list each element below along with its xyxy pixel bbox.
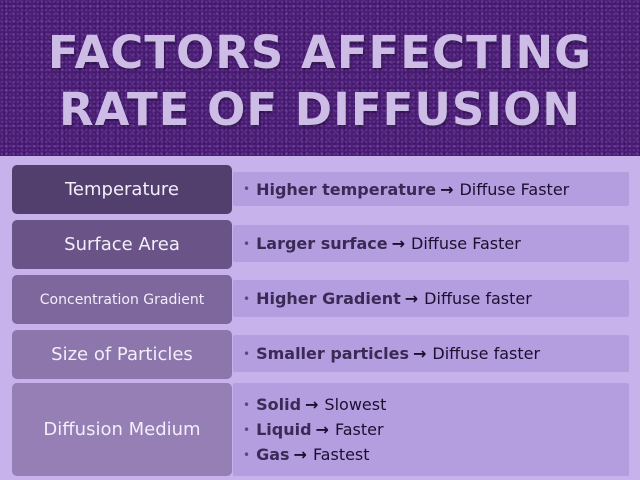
page-title: FACTORS AFFECTING RATE OF DIFFUSION [0,24,640,138]
bullet-icon: • [243,397,251,412]
effect-result: Diffuse faster [432,344,541,363]
bullet-icon: • [243,422,251,437]
arrow-right-icon: → [404,289,419,308]
bullet-icon: • [243,236,251,251]
effect-line: • Smaller particles → Diffuse faster [243,341,629,366]
effect-condition: Solid [256,395,302,414]
bullet-icon: • [243,182,251,196]
effect-condition: Smaller particles [256,344,409,363]
title-line-2: RATE OF DIFFUSION [59,83,581,136]
factor-row: Concentration Gradient • Higher Gradient → D… [12,275,630,324]
effect-line: • Higher Gradient → Diffuse faster [243,286,629,311]
factor-row: Surface Area • Larger surface → Diffuse Fast… [12,220,630,269]
effect-result: Diffuse Faster [411,234,521,253]
bullet-icon: • [243,291,251,306]
effect-condition: Liquid [256,420,312,439]
bullet-icon: • [243,447,251,462]
factor-effect: • Solid → Slowest • Liquid → Faster • Gas → Fastest [233,383,629,476]
factor-label: Size of Particles [12,330,232,379]
factor-table: Temperature • Higher temperature → Diffuse F… [0,156,640,480]
effect-condition: Larger surface [256,234,388,253]
title-line-1: FACTORS AFFECTING [47,26,593,79]
effect-line: • Liquid → Faster [243,417,629,442]
effect-line: • Higher temperature → Diffuse Faster [243,177,629,202]
arrow-right-icon: → [391,234,406,253]
effect-result: Slowest [324,395,387,414]
arrow-right-icon: → [315,420,329,439]
arrow-right-icon: → [293,445,307,464]
factor-row: Size of Particles • Smaller particles → Diff… [12,330,630,379]
effect-result: Faster [334,420,384,439]
factor-row: Diffusion Medium • Solid → Slowest • Liquid → Fa… [12,383,630,476]
arrow-right-icon: → [305,395,319,414]
factor-label: Surface Area [12,220,232,269]
effect-line: • Solid → Slowest [243,392,629,417]
effect-result: Diffuse Faster [459,179,570,199]
effect-result: Diffuse faster [424,289,532,308]
effect-line: • Larger surface → Diffuse Faster [243,231,629,256]
effect-condition: Higher temperature [256,179,437,199]
effect-result: Fastest [312,445,370,464]
title-banner: FACTORS AFFECTING RATE OF DIFFUSION [0,0,640,156]
factor-row: Temperature • Higher temperature → Diffuse F… [12,165,630,214]
arrow-right-icon: → [440,179,454,199]
factor-label: Concentration Gradient [12,275,232,324]
factor-effect: • Higher Gradient → Diffuse faster [233,280,629,317]
effect-line: • Gas → Fastest [243,442,629,467]
factor-effect: • Smaller particles → Diffuse faster [233,335,629,372]
arrow-right-icon: → [412,344,427,363]
factor-label: Temperature [12,165,232,214]
factor-effect: • Higher temperature → Diffuse Faster [233,172,629,206]
effect-condition: Gas [256,445,290,464]
bullet-icon: • [243,346,251,361]
factor-label: Diffusion Medium [12,383,232,476]
factor-effect: • Larger surface → Diffuse Faster [233,225,629,262]
effect-condition: Higher Gradient [256,289,401,308]
